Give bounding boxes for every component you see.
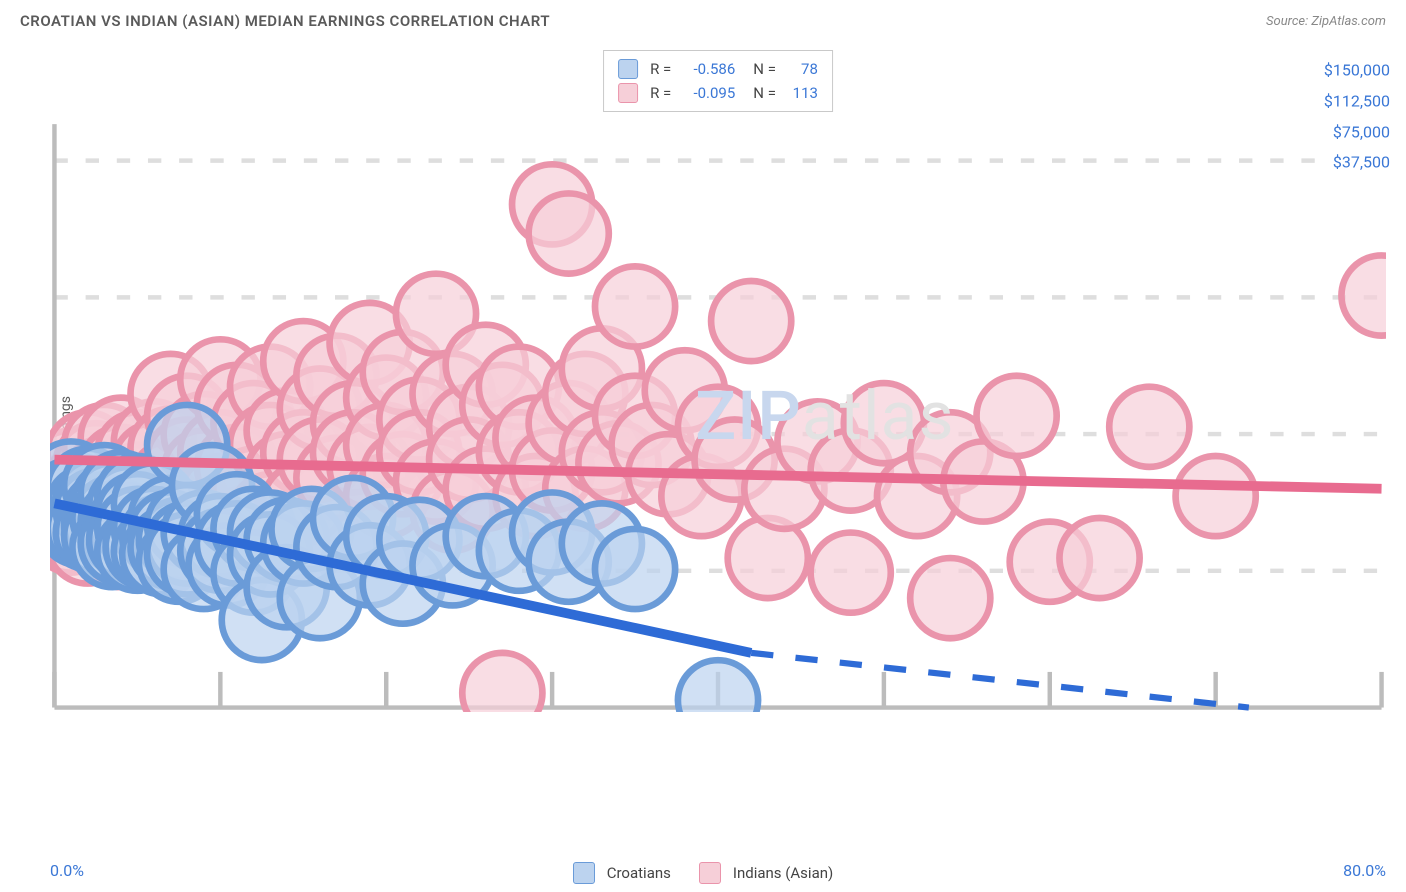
y-tick-label: $37,500 <box>1327 153 1390 172</box>
swatch-icon <box>573 862 595 884</box>
chart-container: Median Earnings ZIPatlas R =-0.586 N =78… <box>50 44 1386 852</box>
legend-label: Croatians <box>607 864 671 882</box>
correlation-row: R =-0.095 N =113 <box>618 81 818 105</box>
correlation-row: R =-0.586 N =78 <box>618 57 818 81</box>
source-attribution: Source: ZipAtlas.com <box>1266 14 1386 29</box>
swatch-icon <box>699 862 721 884</box>
correlation-legend: R =-0.586 N =78 R =-0.095 N =113 <box>603 50 833 112</box>
series-legend: Croatians Indians (Asian) <box>0 862 1406 884</box>
legend-label: Indians (Asian) <box>733 864 833 882</box>
swatch-icon <box>618 59 638 79</box>
y-tick-label: $150,000 <box>1318 61 1390 80</box>
y-tick-label: $112,500 <box>1318 91 1390 110</box>
scatter-plot <box>50 44 1386 712</box>
swatch-icon <box>618 83 638 103</box>
page-title: CROATIAN VS INDIAN (ASIAN) MEDIAN EARNIN… <box>20 12 550 30</box>
y-tick-label: $75,000 <box>1327 122 1390 141</box>
